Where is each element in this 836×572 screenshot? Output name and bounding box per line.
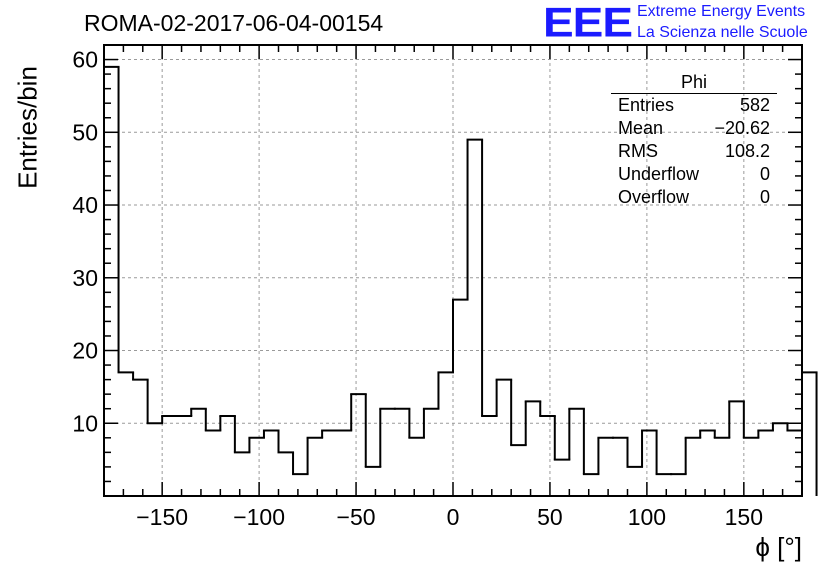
stats-label: Entries [618,95,675,115]
y-tick-label: 30 [72,265,98,291]
x-tick-label: 100 [628,504,666,530]
histogram-bars [103,65,818,496]
stats-label: Mean [618,118,664,138]
stats-label: Overflow [618,187,690,207]
stats-row-underflow: Underflow 0 [611,163,777,186]
stats-value: −20.62 [714,118,770,138]
stats-value: 108.2 [724,141,770,161]
stats-row-rms: RMS 108.2 [611,140,777,163]
x-tick-label: 150 [725,504,763,530]
stats-row-overflow: Overflow 0 [611,186,777,209]
x-tick-label: −100 [233,504,285,530]
y-tick-label: 10 [72,410,98,436]
x-tick-label: 0 [447,504,460,530]
stats-row-mean: Mean −20.62 [611,117,777,140]
y-tick-label: 20 [72,338,98,364]
y-tick-label: 60 [72,47,98,73]
stats-value: 0 [759,164,770,184]
stats-row-entries: Entries 582 [611,94,777,117]
chart-title: ROMA-02-2017-06-04-00154 [84,10,384,36]
stats-title: Phi [611,72,777,94]
stats-label: Underflow [618,164,700,184]
y-tick-label: 40 [72,192,98,218]
org-name-line2: La Scienza nelle Scuole [637,24,808,41]
y-tick-label: 50 [72,119,98,145]
x-tick-label: 50 [537,504,563,530]
plot-frame [103,44,803,497]
x-tick-label: −150 [136,504,188,530]
x-axis-label: ϕ [°] [755,532,802,562]
eee-logo: EEE [543,0,633,46]
y-axis-label: Entries/bin [12,66,43,189]
stats-label: RMS [618,141,658,161]
axis-ticks [104,44,802,496]
stats-value: 582 [739,95,770,115]
stats-value: 0 [759,187,770,207]
org-name-line1: Extreme Energy Events [637,3,806,20]
stats-box: Phi Entries 582 Mean −20.62 RMS 108.2 Un… [611,72,777,209]
x-tick-label: −50 [337,504,376,530]
tick-labels: −150 −100 −50 0 50 100 150 10 20 30 40 50 60 [72,47,763,530]
